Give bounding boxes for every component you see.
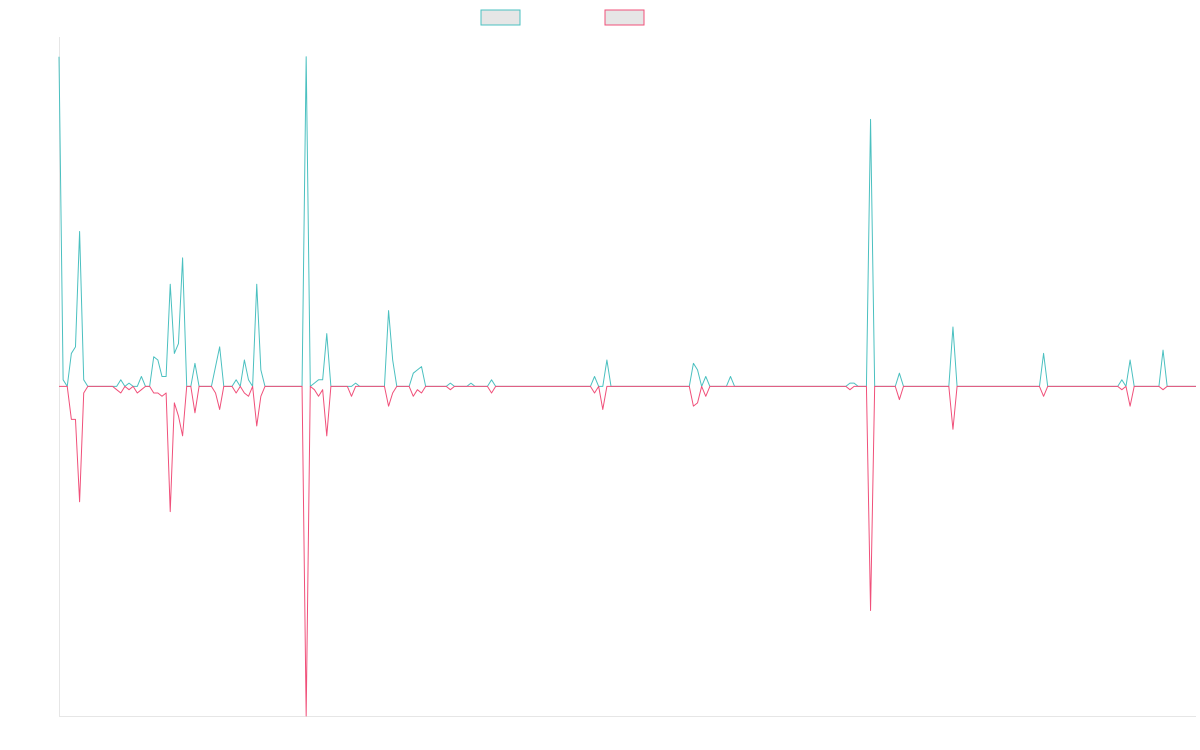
series-line-2 xyxy=(59,385,1196,717)
axes xyxy=(59,37,1196,717)
series-group xyxy=(58,56,1196,717)
legend xyxy=(480,9,645,26)
series-line-1 xyxy=(58,56,1196,387)
legend-swatch-series-1[interactable] xyxy=(480,9,521,26)
legend-swatch-series-2[interactable] xyxy=(604,9,645,26)
